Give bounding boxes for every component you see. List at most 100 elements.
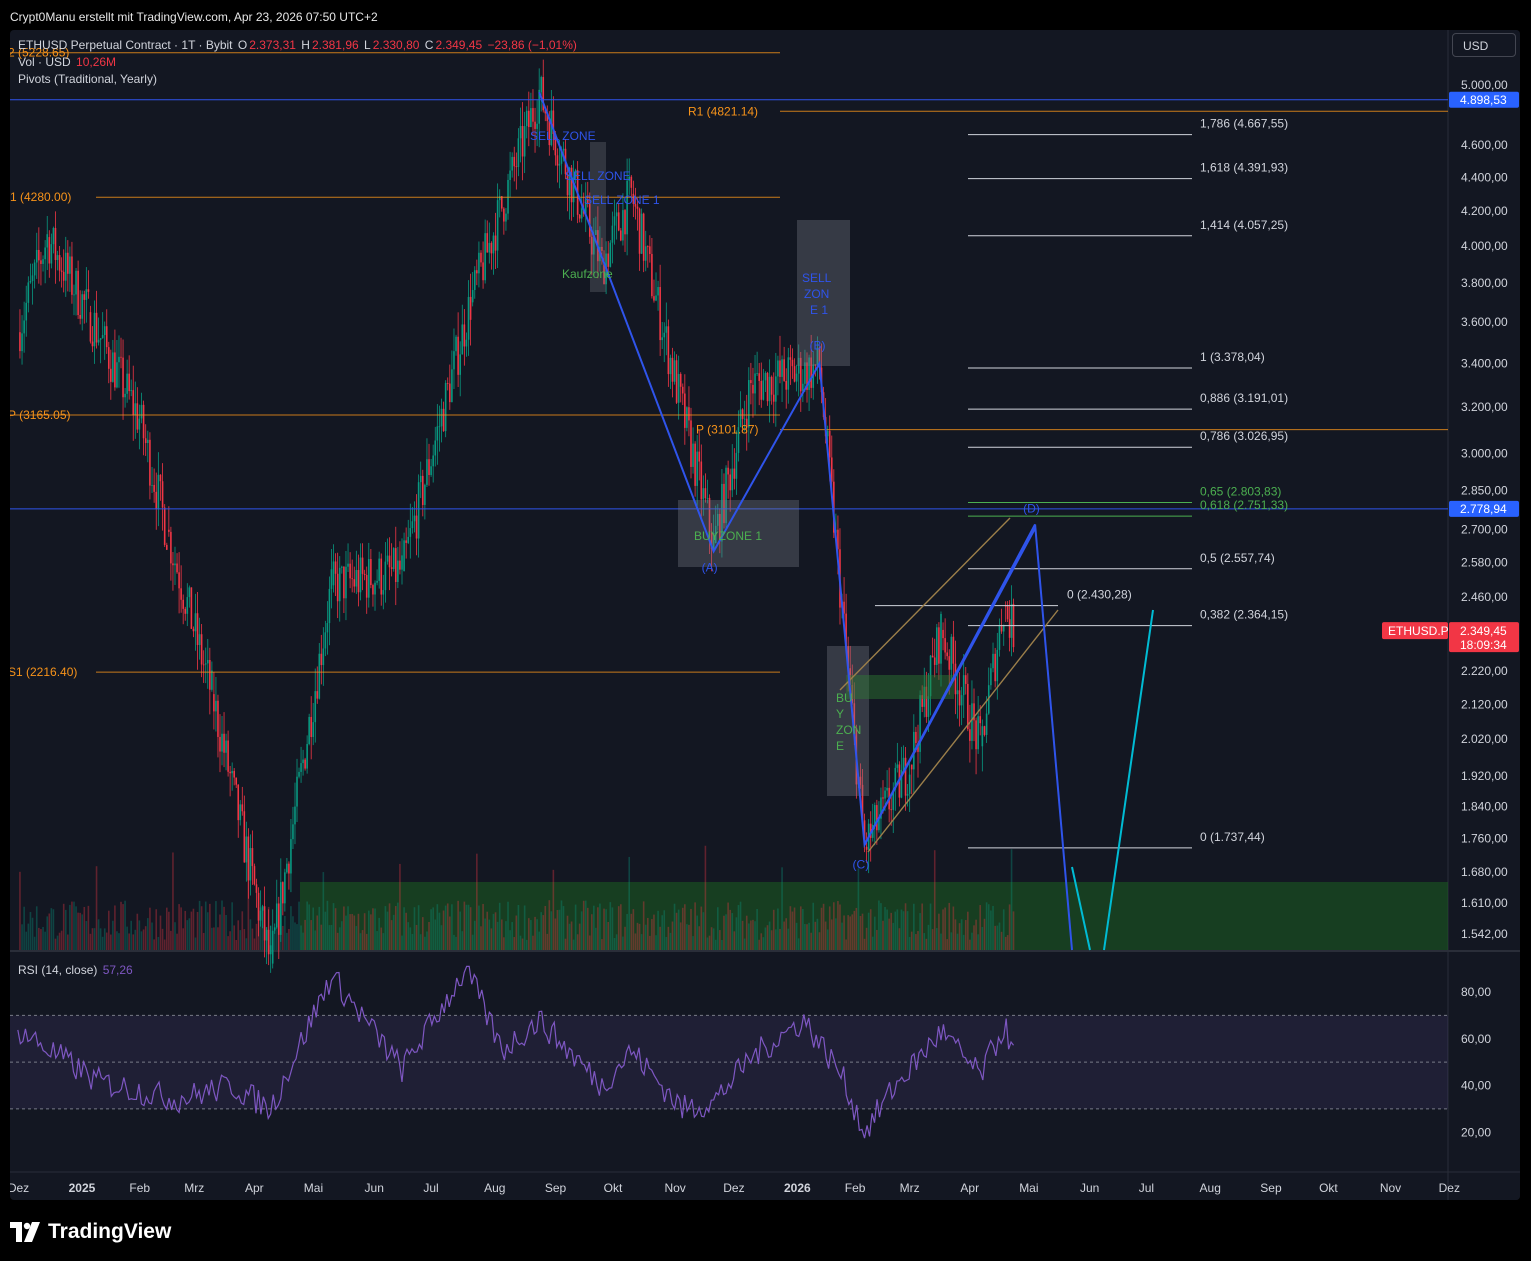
candle (38, 249, 40, 261)
candle (584, 199, 587, 214)
candle (376, 580, 378, 583)
volume-bar (603, 908, 605, 950)
volume-bar (351, 913, 353, 950)
candle (170, 531, 172, 564)
price-axis-tick-label: 2.460,00 (1461, 590, 1508, 604)
volume-bar (399, 863, 401, 950)
volume-bar (99, 928, 102, 950)
candle (716, 513, 719, 526)
candle (611, 225, 614, 243)
tradingview-footer[interactable]: TradingView (10, 1214, 171, 1250)
candle (374, 582, 376, 595)
candle (688, 407, 690, 421)
volume-bar (731, 913, 734, 950)
pivots-legend[interactable]: Pivots (Traditional, Yearly) (18, 72, 159, 86)
candle (163, 507, 166, 545)
symbol-legend[interactable]: ETHUSD Perpetual Contract · 1T · Bybit O… (18, 38, 579, 52)
candle (593, 234, 595, 255)
candle (574, 170, 577, 178)
volume-bar (745, 915, 748, 950)
time-axis-tick-label: Aug (484, 1181, 505, 1195)
volume-bar (413, 907, 416, 950)
candle (580, 208, 583, 219)
candle (663, 332, 666, 338)
candle (99, 338, 102, 340)
candle (795, 373, 798, 382)
candle (134, 403, 137, 416)
volume-bar (748, 923, 750, 950)
volume-bar (915, 934, 917, 950)
volume-bar (101, 936, 104, 950)
candle (174, 563, 176, 566)
candle (702, 488, 705, 500)
volume-bar (386, 911, 389, 950)
rsi-legend[interactable]: RSI (14, close) 57,26 (18, 963, 135, 977)
volume-bar (570, 921, 573, 950)
volume-bar (558, 909, 561, 950)
candle (659, 287, 661, 341)
candle (225, 740, 227, 753)
volume-bar (694, 902, 696, 950)
price-axis-tick-label: 2.850,00 (1461, 484, 1508, 498)
candle (64, 252, 67, 281)
volume-bar (277, 914, 280, 950)
candle (351, 578, 353, 580)
volume-bar (605, 909, 607, 950)
volume-bar (424, 936, 426, 950)
candle (378, 558, 380, 581)
currency-button[interactable]: USD (1452, 33, 1516, 57)
current-price-tag (1449, 622, 1519, 653)
volume-bar (994, 925, 996, 950)
candle (394, 548, 397, 583)
volume-bar (469, 907, 472, 950)
volume-bar (544, 905, 547, 950)
volume-bar (933, 850, 936, 950)
chart-frame[interactable]: 2 (5228.65) R1 (4821.14) 1 (4280.00) P (316… (10, 30, 1520, 1200)
fib-level-label: 1 (3.378,04) (1200, 350, 1265, 364)
volume-bar (206, 912, 209, 950)
candle (35, 249, 38, 263)
candle (525, 110, 528, 127)
chart-canvas[interactable]: 2 (5228.65) R1 (4821.14) 1 (4280.00) P (316… (10, 30, 1520, 1200)
volume-bar (591, 914, 593, 950)
candle (704, 488, 707, 499)
volume-bar (642, 901, 645, 950)
volume-bar (661, 915, 663, 950)
candle (147, 439, 149, 444)
candle (290, 839, 292, 874)
candle (750, 380, 752, 384)
candle (764, 372, 767, 381)
volume-bar (221, 900, 223, 950)
candle (397, 560, 399, 583)
candle (710, 532, 713, 549)
candle (151, 484, 153, 486)
volume-bar (347, 906, 349, 950)
candle (298, 771, 300, 777)
volume-legend[interactable]: Vol · USD 10,26M (18, 55, 118, 69)
candle (459, 354, 462, 375)
volume-bar (593, 905, 595, 950)
zone-label: SELL ZONE 1 (584, 193, 660, 207)
volume-bar (620, 904, 622, 950)
volume-bar (75, 906, 77, 950)
volume-bar (440, 925, 443, 950)
volume-bar (48, 913, 51, 950)
fib-level-label: 0,5 (2.557,74) (1200, 551, 1275, 565)
candle (23, 320, 25, 334)
candle (985, 713, 988, 735)
candle (202, 664, 205, 666)
volume-label: Vol · USD (18, 55, 71, 69)
fib-level-label: 0,382 (2.364,15) (1200, 608, 1288, 622)
volume-bar (673, 903, 676, 950)
candle (120, 356, 122, 358)
candle (239, 804, 242, 821)
candle (808, 357, 810, 390)
candle (712, 533, 715, 549)
volume-bar (667, 926, 670, 950)
volume-bar (871, 936, 874, 950)
candle (73, 294, 75, 296)
candle (229, 771, 231, 774)
volume-bar (719, 930, 721, 950)
pivots-label: Pivots (Traditional, Yearly) (18, 72, 157, 86)
symbol-name[interactable]: ETHUSD Perpetual Contract · 1T · Bybit (18, 38, 233, 52)
